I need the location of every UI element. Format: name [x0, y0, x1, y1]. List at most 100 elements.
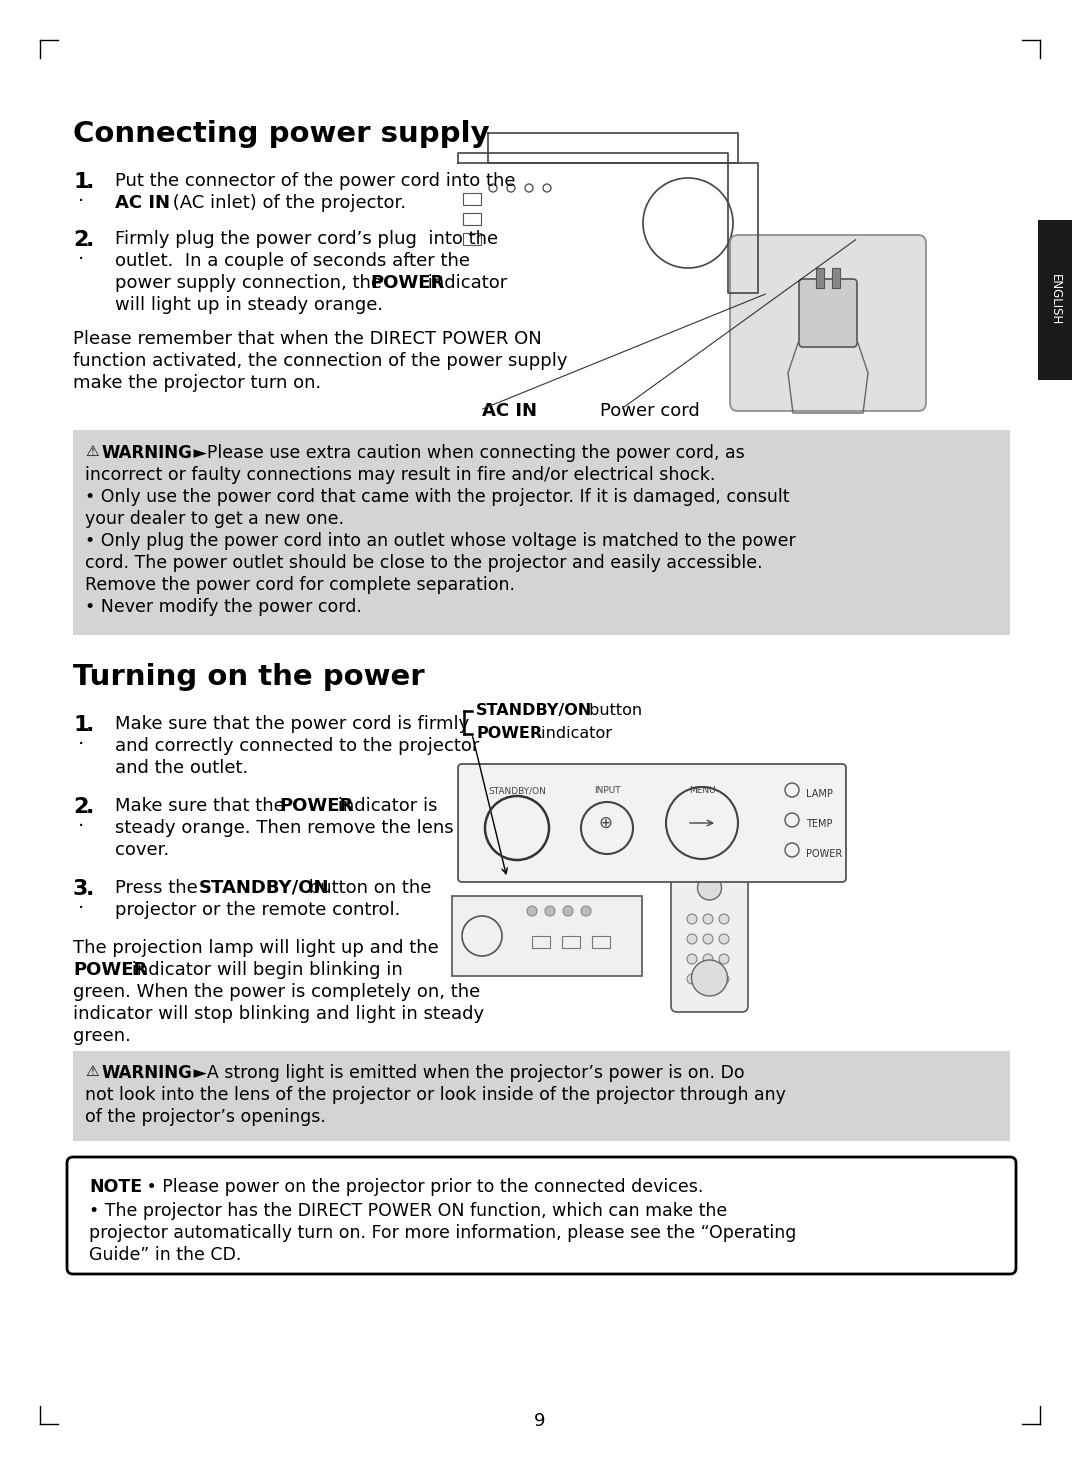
Text: of the projector’s openings.: of the projector’s openings. — [85, 1108, 326, 1126]
Text: ⚠: ⚠ — [85, 1064, 98, 1079]
Text: • Please power on the projector prior to the connected devices.: • Please power on the projector prior to… — [141, 1179, 703, 1196]
FancyBboxPatch shape — [458, 764, 846, 881]
Text: STANDBY/ON: STANDBY/ON — [199, 878, 329, 897]
Bar — [463, 233, 481, 244]
Text: outlet.  In a couple of seconds after the: outlet. In a couple of seconds after the — [114, 252, 470, 269]
Text: ⚠: ⚠ — [85, 444, 98, 460]
Text: WARNING: WARNING — [102, 444, 192, 463]
Text: .: . — [86, 878, 94, 899]
Circle shape — [687, 955, 697, 963]
Text: green. When the power is completely on, the: green. When the power is completely on, … — [73, 982, 481, 1001]
Text: • Only use the power cord that came with the projector. If it is damaged, consul: • Only use the power cord that came with… — [85, 488, 789, 507]
Text: 9: 9 — [535, 1411, 545, 1430]
Text: • The projector has the DIRECT POWER ON function, which can make the: • The projector has the DIRECT POWER ON … — [89, 1202, 727, 1220]
Bar — [816, 268, 824, 288]
Text: (AC inlet) of the projector.: (AC inlet) of the projector. — [167, 195, 406, 212]
Text: Guide” in the CD.: Guide” in the CD. — [89, 1246, 241, 1263]
Text: AC IN: AC IN — [482, 403, 537, 420]
FancyBboxPatch shape — [730, 236, 926, 411]
Text: ENGLISH: ENGLISH — [1049, 274, 1062, 325]
Text: STANDBY/ON: STANDBY/ON — [488, 786, 545, 795]
Text: NOTE: NOTE — [89, 1179, 143, 1196]
Text: Make sure that the power cord is firmly: Make sure that the power cord is firmly — [114, 714, 469, 733]
Text: WARNING: WARNING — [102, 1064, 192, 1082]
Text: green.: green. — [73, 1028, 131, 1045]
Text: ·: · — [78, 192, 84, 211]
Circle shape — [563, 906, 573, 916]
Circle shape — [687, 934, 697, 944]
Text: POWER: POWER — [370, 274, 444, 291]
Text: button on the: button on the — [303, 878, 431, 897]
Circle shape — [703, 934, 713, 944]
Text: indicator will begin blinking in: indicator will begin blinking in — [126, 960, 403, 979]
Text: make the projector turn on.: make the projector turn on. — [73, 373, 321, 392]
Bar — [832, 268, 840, 288]
Text: button: button — [584, 703, 643, 717]
Bar — [592, 935, 610, 949]
Text: .: . — [86, 171, 94, 192]
Text: not look into the lens of the projector or look inside of the projector through : not look into the lens of the projector … — [85, 1086, 786, 1104]
Text: The projection lamp will light up and the: The projection lamp will light up and th… — [73, 938, 438, 957]
Text: ·: · — [78, 817, 84, 836]
Text: .: . — [86, 714, 94, 735]
Text: Firmly plug the power cord’s plug  into the: Firmly plug the power cord’s plug into t… — [114, 230, 498, 247]
Text: Put the connector of the power cord into the: Put the connector of the power cord into… — [114, 171, 515, 190]
Circle shape — [687, 914, 697, 924]
Text: Make sure that the: Make sure that the — [114, 796, 291, 815]
Text: Press the: Press the — [114, 878, 203, 897]
Circle shape — [703, 974, 713, 984]
Text: function activated, the connection of the power supply: function activated, the connection of th… — [73, 351, 567, 370]
Circle shape — [698, 875, 721, 900]
Text: indicator: indicator — [422, 274, 508, 291]
Circle shape — [527, 906, 537, 916]
Text: ·: · — [78, 735, 84, 754]
FancyBboxPatch shape — [799, 280, 858, 347]
Text: cover.: cover. — [114, 840, 170, 859]
Text: Connecting power supply: Connecting power supply — [73, 120, 489, 148]
Text: projector or the remote control.: projector or the remote control. — [114, 900, 401, 919]
Text: POWER: POWER — [73, 960, 147, 979]
Text: ►Please use extra caution when connecting the power cord, as: ►Please use extra caution when connectin… — [188, 444, 745, 463]
FancyBboxPatch shape — [453, 896, 642, 976]
Text: .: . — [86, 230, 94, 250]
FancyBboxPatch shape — [1038, 220, 1072, 381]
FancyBboxPatch shape — [73, 1051, 1010, 1140]
Circle shape — [703, 955, 713, 963]
Text: steady orange. Then remove the lens: steady orange. Then remove the lens — [114, 818, 454, 837]
Text: and the outlet.: and the outlet. — [114, 758, 248, 777]
Text: cord. The power outlet should be close to the projector and easily accessible.: cord. The power outlet should be close t… — [85, 553, 762, 572]
Text: ·: · — [78, 250, 84, 269]
Text: ⊕: ⊕ — [598, 814, 612, 832]
Text: and correctly connected to the projector: and correctly connected to the projector — [114, 736, 480, 755]
Circle shape — [719, 934, 729, 944]
Text: Please remember that when the DIRECT POWER ON: Please remember that when the DIRECT POW… — [73, 329, 542, 348]
Text: 1: 1 — [73, 714, 89, 735]
Text: ►A strong light is emitted when the projector’s power is on. Do: ►A strong light is emitted when the proj… — [188, 1064, 744, 1082]
Circle shape — [581, 906, 591, 916]
Text: AC IN: AC IN — [114, 195, 170, 212]
Text: STANDBY/ON: STANDBY/ON — [476, 703, 592, 717]
FancyBboxPatch shape — [67, 1157, 1016, 1274]
Text: 2: 2 — [73, 796, 89, 817]
Text: incorrect or faulty connections may result in fire and/or electrical shock.: incorrect or faulty connections may resu… — [85, 466, 715, 485]
Text: MENU: MENU — [689, 786, 715, 795]
Text: POWER: POWER — [476, 726, 542, 741]
Text: TEMP: TEMP — [806, 818, 833, 829]
Bar — [463, 212, 481, 225]
Bar — [463, 193, 481, 205]
Text: 2: 2 — [73, 230, 89, 250]
FancyBboxPatch shape — [73, 430, 1010, 635]
Circle shape — [719, 955, 729, 963]
Text: indicator will stop blinking and light in steady: indicator will stop blinking and light i… — [73, 1004, 484, 1023]
Text: Remove the power cord for complete separation.: Remove the power cord for complete separ… — [85, 575, 515, 594]
Circle shape — [545, 906, 555, 916]
Text: LAMP: LAMP — [806, 789, 833, 799]
Text: 1: 1 — [73, 171, 89, 192]
Text: Power cord: Power cord — [600, 403, 700, 420]
Text: indicator: indicator — [536, 726, 612, 741]
Text: .: . — [86, 796, 94, 817]
Circle shape — [691, 960, 728, 996]
Text: POWER: POWER — [806, 849, 842, 859]
Bar — [532, 935, 550, 949]
Text: indicator is: indicator is — [332, 796, 437, 815]
